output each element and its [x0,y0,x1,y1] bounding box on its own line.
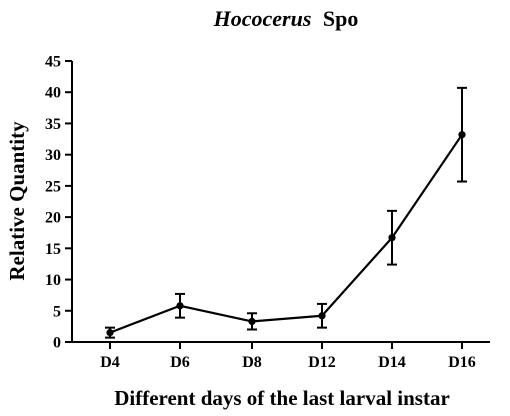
x-tick-label: D8 [242,354,262,371]
x-tick-label: D4 [100,354,120,371]
x-tick-label: D6 [170,354,190,371]
y-tick-label: 0 [53,335,61,352]
y-tick-label: 30 [45,147,61,164]
y-tick-label: 35 [45,116,61,133]
x-tick-label: D16 [448,354,476,371]
y-tick-label: 20 [45,210,61,227]
data-point [388,234,396,242]
y-tick-label: 40 [45,85,61,102]
data-point [248,317,256,325]
y-tick-label: 10 [45,272,61,289]
x-tick-label: D12 [308,354,336,371]
chart-title-group: Hococerus Spo [213,6,359,31]
data-point [176,302,184,310]
x-axis-label: Different days of the last larval instar [114,386,450,410]
series-line [109,134,463,334]
y-tick-label: 5 [53,303,61,320]
y-tick-label: 25 [45,178,61,195]
data-point [106,329,114,337]
data-point [318,312,326,320]
chart-title: Hococerus Spo [213,6,359,31]
data-series [105,86,467,339]
chart-title-rest: Spo [323,6,358,31]
y-axis-label: Relative Quantity [5,121,29,281]
x-tick-label: D14 [378,354,406,371]
data-point [458,131,466,139]
y-tick-label: 15 [45,241,61,258]
y-tick-label: 45 [45,54,61,71]
chart-title-italic: Hococerus [213,6,312,31]
x-axis: D4 D6 D8 D12 D14 D16 [72,341,490,371]
y-axis: 0 5 10 15 20 25 30 35 40 45 [45,54,73,352]
